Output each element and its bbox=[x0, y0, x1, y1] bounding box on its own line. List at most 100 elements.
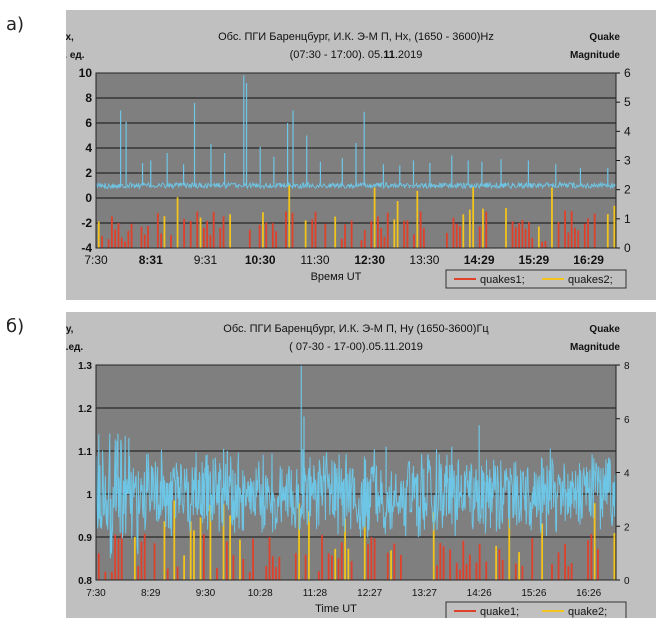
quake-bar bbox=[143, 533, 146, 580]
quake-bar bbox=[531, 237, 534, 248]
quake-bar bbox=[104, 571, 107, 580]
signal-line bbox=[95, 433, 617, 559]
quake-bar bbox=[393, 543, 396, 580]
quake-bar bbox=[452, 217, 455, 248]
quake-bar bbox=[350, 220, 353, 248]
y-right-tick-label: 1 bbox=[624, 212, 631, 226]
legend-box bbox=[445, 269, 627, 289]
quake-bar bbox=[248, 229, 251, 248]
quake-bar bbox=[606, 214, 609, 248]
quake-bar bbox=[163, 216, 166, 248]
quake-bar bbox=[383, 236, 386, 248]
quake-bar bbox=[120, 533, 123, 580]
y-left-tick-label: 8 bbox=[85, 91, 92, 105]
quake-bar bbox=[462, 540, 465, 580]
quake-bar bbox=[271, 556, 274, 580]
quake-bar bbox=[189, 521, 192, 580]
y-left-tick-label: 1.3 bbox=[78, 361, 92, 372]
quake-bar bbox=[419, 211, 422, 248]
quake-bar bbox=[485, 211, 488, 248]
quake-bar bbox=[334, 216, 337, 248]
quake-bar bbox=[544, 240, 547, 248]
quake-bar bbox=[570, 211, 573, 248]
quake-bar bbox=[432, 512, 435, 580]
x-tick-label: 11:30 bbox=[300, 253, 329, 267]
y-left-tick-label: 4 bbox=[85, 141, 92, 155]
quake-bar bbox=[143, 234, 146, 248]
y-left-tick-label: 0.8 bbox=[78, 576, 92, 587]
y-left-label-line1: Нх, bbox=[66, 32, 74, 43]
quake-bar bbox=[501, 559, 504, 580]
quake-bar bbox=[262, 212, 264, 248]
y-right-tick-label: 6 bbox=[624, 66, 631, 80]
quake-bar bbox=[528, 221, 530, 248]
quake-bar bbox=[577, 230, 580, 248]
quake-bar bbox=[183, 218, 186, 248]
quake-bar bbox=[337, 558, 340, 580]
plot-border bbox=[95, 364, 617, 581]
y-left-label-line2: отн. ед. bbox=[66, 50, 85, 61]
quake-bar bbox=[508, 508, 511, 580]
quake-bar bbox=[439, 543, 442, 580]
quake-bar bbox=[465, 563, 468, 580]
y-right-tick-label: 4 bbox=[624, 124, 631, 138]
legend-label: quakes1; bbox=[480, 274, 525, 286]
quake-bar bbox=[202, 534, 205, 580]
quake-bar bbox=[120, 237, 123, 248]
plot-area bbox=[96, 365, 616, 580]
quake-bar bbox=[275, 231, 277, 248]
quake-bar bbox=[258, 224, 261, 248]
quake-bar bbox=[390, 550, 392, 580]
chart-title: Обс. ПГИ Баренцбург, И.К. Э-М П, Ну (165… bbox=[223, 323, 489, 335]
x-tick-label: 14:29 bbox=[464, 253, 495, 267]
y-right-tick-label: 0 bbox=[624, 241, 631, 255]
quake-bar bbox=[110, 216, 113, 248]
y-right-tick-label: 3 bbox=[624, 154, 631, 168]
y-right-tick-label: 4 bbox=[624, 469, 630, 480]
x-tick-label: 12:30 bbox=[354, 253, 385, 267]
subtitle-bold-part: 11 bbox=[383, 49, 395, 61]
quake-bar bbox=[101, 235, 103, 248]
quake-bar bbox=[597, 549, 599, 580]
quake-bar bbox=[160, 233, 163, 248]
quake-bar bbox=[130, 223, 133, 248]
quake-bar bbox=[373, 187, 376, 248]
quake-bar bbox=[422, 228, 425, 248]
quake-bar bbox=[360, 240, 363, 248]
legend: quakes1; quakes2; bbox=[445, 269, 627, 289]
quake-bar bbox=[455, 562, 458, 580]
quake-bar bbox=[232, 555, 235, 580]
legend-label: quake2; bbox=[568, 606, 607, 618]
quake-bar bbox=[321, 534, 323, 580]
quake-bar bbox=[416, 190, 419, 248]
quake-bar bbox=[567, 232, 570, 248]
quake-bar bbox=[468, 554, 471, 580]
x-tick-label: 8:31 bbox=[139, 253, 163, 267]
x-tick-label: 14:26 bbox=[467, 588, 492, 599]
quake-bar bbox=[344, 518, 346, 580]
y-right-tick-label: 8 bbox=[624, 361, 630, 372]
x-axis-label: Время UT bbox=[311, 271, 362, 283]
x-tick-label: 16:26 bbox=[576, 588, 601, 599]
quake-bar bbox=[252, 538, 254, 580]
quake-bar bbox=[183, 555, 186, 580]
legend-box bbox=[445, 601, 627, 618]
quake-bar bbox=[199, 517, 202, 580]
quake-bar bbox=[459, 569, 461, 580]
quake-bar bbox=[593, 503, 596, 580]
quake-bar bbox=[212, 211, 215, 248]
subtitle-part: ( 07-30 - 17-00).05.11.2019 bbox=[289, 341, 423, 353]
quake-bar bbox=[344, 224, 346, 248]
x-tick-label: 13:27 bbox=[412, 588, 437, 599]
quake-bar bbox=[557, 552, 560, 580]
quake-bar bbox=[367, 544, 369, 580]
quake-bar bbox=[216, 568, 218, 580]
quake-bar bbox=[202, 227, 205, 248]
quake-bar bbox=[478, 226, 481, 248]
quake-bar bbox=[445, 232, 448, 248]
y-right-label-line2: Magnitude bbox=[570, 50, 620, 61]
quake-bar bbox=[327, 553, 330, 580]
quake-bar bbox=[531, 538, 534, 580]
quake-bar bbox=[275, 567, 277, 580]
quake-bar bbox=[193, 530, 195, 580]
